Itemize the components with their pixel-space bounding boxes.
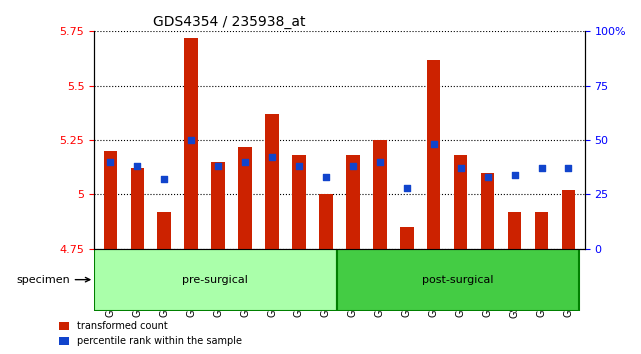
Point xyxy=(105,159,115,165)
Bar xyxy=(373,140,387,249)
Bar xyxy=(346,155,360,249)
Point xyxy=(213,163,223,169)
Point xyxy=(240,159,250,165)
Legend: transformed count, percentile rank within the sample: transformed count, percentile rank withi… xyxy=(56,319,244,349)
Point xyxy=(429,142,439,147)
Text: specimen: specimen xyxy=(16,275,90,285)
Bar xyxy=(158,212,171,249)
Bar xyxy=(535,212,548,249)
Bar xyxy=(104,151,117,249)
Bar xyxy=(212,162,225,249)
Bar xyxy=(454,155,467,249)
Point xyxy=(510,172,520,178)
Bar xyxy=(238,147,252,249)
Point xyxy=(348,163,358,169)
Bar xyxy=(319,194,333,249)
Point xyxy=(267,155,277,160)
FancyBboxPatch shape xyxy=(94,249,337,311)
Point xyxy=(483,174,493,180)
Bar xyxy=(508,212,521,249)
Bar xyxy=(131,168,144,249)
Text: pre-surgical: pre-surgical xyxy=(183,275,248,285)
Point xyxy=(375,159,385,165)
Bar xyxy=(427,60,440,249)
Text: post-surgical: post-surgical xyxy=(422,275,494,285)
Point xyxy=(294,163,304,169)
Point xyxy=(456,165,466,171)
Point xyxy=(537,165,547,171)
Point xyxy=(563,165,574,171)
Point xyxy=(186,137,196,143)
Text: GDS4354 / 235938_at: GDS4354 / 235938_at xyxy=(153,15,306,29)
Point xyxy=(402,185,412,191)
Bar xyxy=(562,190,575,249)
FancyBboxPatch shape xyxy=(337,249,579,311)
Point xyxy=(320,174,331,180)
Point xyxy=(132,163,142,169)
Bar xyxy=(481,173,494,249)
Bar xyxy=(265,114,279,249)
Bar xyxy=(185,38,198,249)
Bar xyxy=(292,155,306,249)
Point xyxy=(159,176,169,182)
Bar xyxy=(400,227,413,249)
